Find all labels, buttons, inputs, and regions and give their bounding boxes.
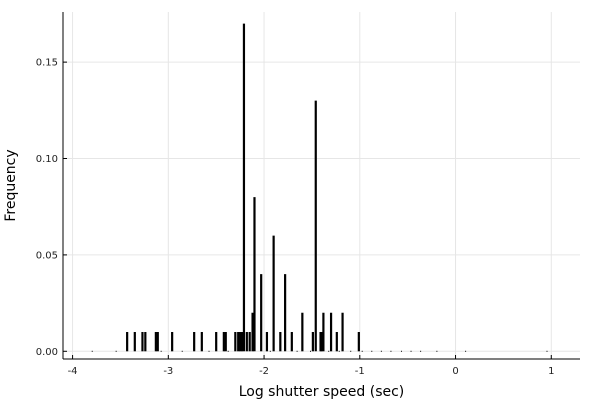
x-tick-label: -3 [163, 366, 173, 377]
y-tick-label: 0.05 [36, 250, 58, 261]
y-axis-label: Frequency [3, 149, 19, 221]
x-tick-label: 1 [548, 366, 554, 377]
x-axis-label: Log shutter speed (sec) [239, 384, 405, 400]
x-tick-label: -2 [259, 366, 269, 377]
y-tick-label: 0.00 [36, 347, 58, 358]
x-gridlines [72, 12, 552, 359]
y-tick-labels: 0.00 0.05 0.10 0.15 [36, 58, 67, 358]
frequency-spikes [126, 23, 360, 352]
x-tick-label: -1 [355, 366, 365, 377]
y-tick-label: 0.10 [36, 154, 58, 165]
x-tick-labels: -4 -3 -2 -1 0 1 [68, 355, 554, 377]
x-tick-label: 0 [452, 366, 458, 377]
x-tick-label: -4 [68, 366, 78, 377]
y-tick-label: 0.15 [36, 58, 58, 69]
y-gridlines [63, 61, 580, 352]
